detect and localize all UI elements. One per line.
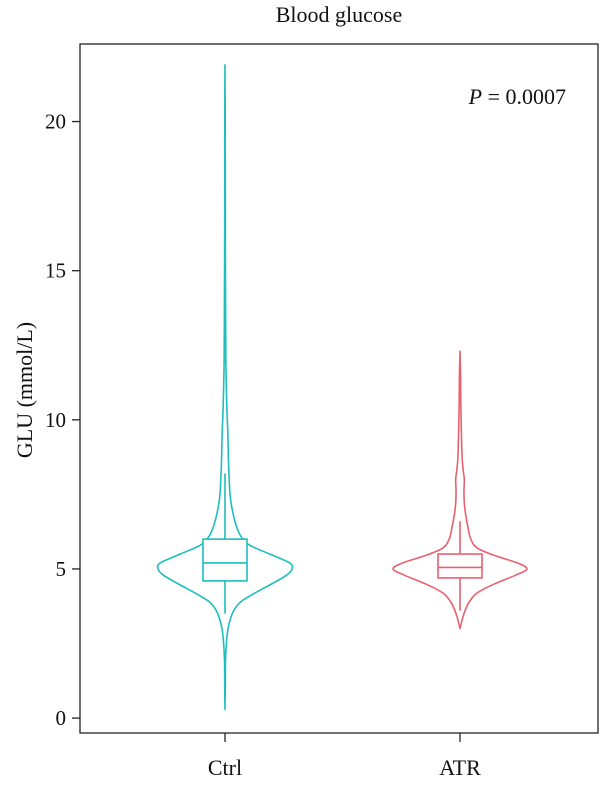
y-tick-label: 0 [56, 706, 67, 730]
p-value-annotation: P = 0.0007 [468, 84, 566, 109]
violins [156, 64, 528, 710]
violin-outline [156, 64, 294, 710]
x-tick-label-ctrl: Ctrl [208, 755, 242, 780]
p-value-text: = 0.0007 [482, 84, 566, 109]
y-tick-label: 15 [45, 259, 66, 283]
p-symbol: P [468, 84, 482, 109]
y-tick-label: 20 [45, 110, 66, 134]
y-axis: 0 5 10 15 20 [45, 110, 80, 730]
y-axis-label: GLU (mmol/L) [12, 322, 37, 458]
violin-atr [392, 350, 528, 630]
x-axis: Ctrl ATR [208, 733, 481, 780]
violin-outline [392, 350, 528, 630]
plot-frame [79, 43, 599, 734]
y-tick-label: 10 [45, 408, 66, 432]
y-tick-label: 5 [56, 557, 67, 581]
iqr-box [202, 538, 248, 582]
violin-ctrl [156, 64, 294, 710]
x-tick-label-atr: ATR [439, 755, 481, 780]
chart-title: Blood glucose [276, 2, 403, 27]
iqr-box [437, 553, 483, 579]
